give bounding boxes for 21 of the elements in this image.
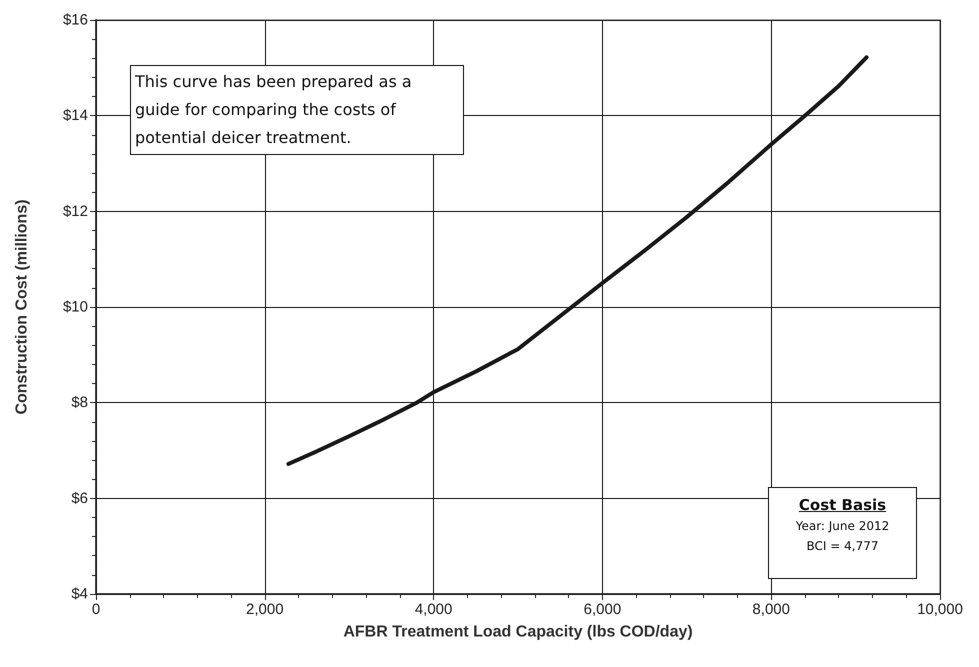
annotation: This curve has been prepared as a guide for comparing the costs of potential deicer treatment. xyxy=(135,71,413,149)
x-axis-title: AFBR Treatment Load Capacity (lbs COD/day) xyxy=(343,624,693,640)
annotation: Year: June 2012 xyxy=(794,518,890,535)
x-tick-label: 0 xyxy=(92,601,100,618)
y-tick-label: $4 xyxy=(71,586,88,602)
x-tick-label: 6,000 xyxy=(584,601,622,618)
y-tick-label: $10 xyxy=(62,298,88,316)
y-tick-label: $16 xyxy=(62,12,88,28)
y-tick-label: $8 xyxy=(71,394,88,412)
annotation: Cost Basis xyxy=(798,495,888,516)
annotation: BCI = 4,777 xyxy=(806,538,880,555)
note-box: Cost Basis Year: June 2012 BCI = 4,777 xyxy=(768,487,917,579)
x-tick-label: 8,000 xyxy=(752,601,790,618)
y-tick-label: $14 xyxy=(62,107,88,124)
y-tick-label: $12 xyxy=(62,202,88,220)
x-tick-label: 4,000 xyxy=(414,601,452,618)
note-box: This curve has been prepared as a guide for comparing the costs of potential deicer treatment. xyxy=(130,65,464,155)
x-tick-label: 2,000 xyxy=(246,601,284,618)
y-axis-title: Construction Cost (millions) xyxy=(14,199,30,415)
y-tick-label: $6 xyxy=(71,490,88,507)
x-tick-label: 10,000 xyxy=(917,601,963,618)
